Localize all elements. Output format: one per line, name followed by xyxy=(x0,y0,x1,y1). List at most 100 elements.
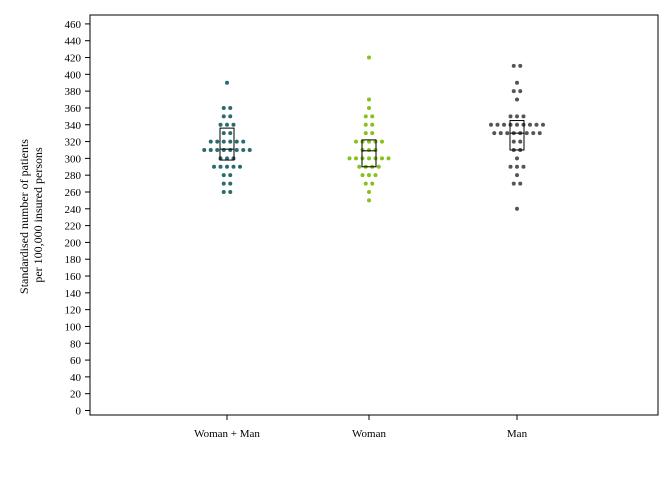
data-point xyxy=(534,122,539,127)
y-tick-label: 100 xyxy=(65,321,82,333)
data-point xyxy=(380,139,384,144)
y-tick-label: 80 xyxy=(70,338,82,350)
data-point xyxy=(515,97,519,102)
y-tick-label: 320 xyxy=(65,137,82,149)
plot-frame xyxy=(89,14,659,416)
y-tick-label: 40 xyxy=(70,372,82,384)
data-point xyxy=(367,55,371,60)
data-point xyxy=(367,189,371,194)
data-point xyxy=(521,114,526,119)
data-point xyxy=(386,156,391,161)
data-point xyxy=(367,173,371,178)
data-point xyxy=(511,139,516,144)
data-point xyxy=(367,156,371,161)
data-point xyxy=(228,173,233,178)
data-point xyxy=(228,181,233,186)
data-point xyxy=(367,139,371,144)
data-point xyxy=(228,114,233,119)
data-point xyxy=(363,181,368,186)
data-point xyxy=(228,105,233,110)
data-point xyxy=(367,147,371,152)
data-point xyxy=(367,105,371,110)
data-point xyxy=(511,63,516,68)
data-point xyxy=(202,147,207,152)
y-tick-label: 440 xyxy=(65,36,82,48)
data-point xyxy=(215,147,220,152)
data-point xyxy=(515,164,519,169)
box-iqr xyxy=(509,120,525,151)
data-point xyxy=(518,181,523,186)
data-point xyxy=(518,139,523,144)
data-points xyxy=(202,55,545,211)
y-tick-label: 20 xyxy=(70,389,82,401)
data-point xyxy=(489,122,493,127)
x-axis-ticks: Woman + Man Woman Man xyxy=(194,415,528,440)
boxplots xyxy=(219,120,525,168)
data-point xyxy=(221,181,226,186)
data-point xyxy=(511,181,516,186)
data-point xyxy=(492,131,497,136)
y-tick-label: 240 xyxy=(65,204,82,216)
data-point xyxy=(380,156,384,161)
data-point xyxy=(505,131,510,136)
x-tick-label: Woman + Man xyxy=(194,428,260,440)
y-tick-label: 400 xyxy=(65,69,82,81)
data-point xyxy=(347,156,352,161)
y-tick-label: 140 xyxy=(65,288,82,300)
data-point xyxy=(221,173,226,178)
data-point xyxy=(221,114,226,119)
y-axis-title-line-1: Standardised number of patients xyxy=(17,139,31,294)
data-point xyxy=(515,114,519,119)
data-point xyxy=(360,173,365,178)
data-point xyxy=(221,147,226,152)
data-point xyxy=(502,122,506,127)
data-point xyxy=(518,63,523,68)
data-point xyxy=(495,122,500,127)
data-point xyxy=(541,122,545,127)
data-point xyxy=(247,147,252,152)
y-tick-label: 380 xyxy=(65,86,82,98)
data-point xyxy=(228,189,233,194)
data-point xyxy=(524,131,529,136)
data-point xyxy=(363,131,368,136)
y-tick-label: 260 xyxy=(65,187,82,199)
y-axis-ticks: 0 20 40 60 80 100 120 140 160 180 200 220 240 260 280 3… xyxy=(65,19,90,418)
data-point xyxy=(511,89,516,94)
data-point xyxy=(508,164,513,169)
data-point xyxy=(234,139,239,144)
data-point xyxy=(528,122,532,127)
data-point xyxy=(515,173,519,178)
data-point xyxy=(370,122,375,127)
data-point xyxy=(373,173,378,178)
data-point xyxy=(363,114,368,119)
data-point xyxy=(238,164,242,169)
y-axis-title: Standardised number of patients per 100,… xyxy=(17,136,45,294)
data-point xyxy=(531,131,536,136)
data-point xyxy=(241,139,246,144)
data-point xyxy=(376,164,381,169)
data-point xyxy=(370,114,375,119)
data-point xyxy=(367,198,371,203)
data-point xyxy=(228,139,233,144)
data-point xyxy=(508,114,513,119)
data-point xyxy=(228,131,233,136)
y-axis-title-line-2: per 100,000 insured persons xyxy=(31,147,45,283)
y-tick-label: 300 xyxy=(65,153,82,165)
data-point xyxy=(370,131,375,136)
data-point xyxy=(354,156,358,161)
data-point xyxy=(228,147,233,152)
data-point xyxy=(212,164,216,169)
data-point xyxy=(208,147,213,152)
box-iqr xyxy=(361,139,377,168)
data-point xyxy=(225,80,229,85)
data-point xyxy=(537,131,542,136)
data-point xyxy=(518,89,523,94)
y-tick-label: 160 xyxy=(65,271,82,283)
y-tick-label: 360 xyxy=(65,103,82,115)
data-point xyxy=(241,147,246,152)
x-tick-label: Man xyxy=(507,428,528,440)
data-point xyxy=(218,122,223,127)
data-point xyxy=(221,105,226,110)
y-tick-label: 180 xyxy=(65,254,82,266)
